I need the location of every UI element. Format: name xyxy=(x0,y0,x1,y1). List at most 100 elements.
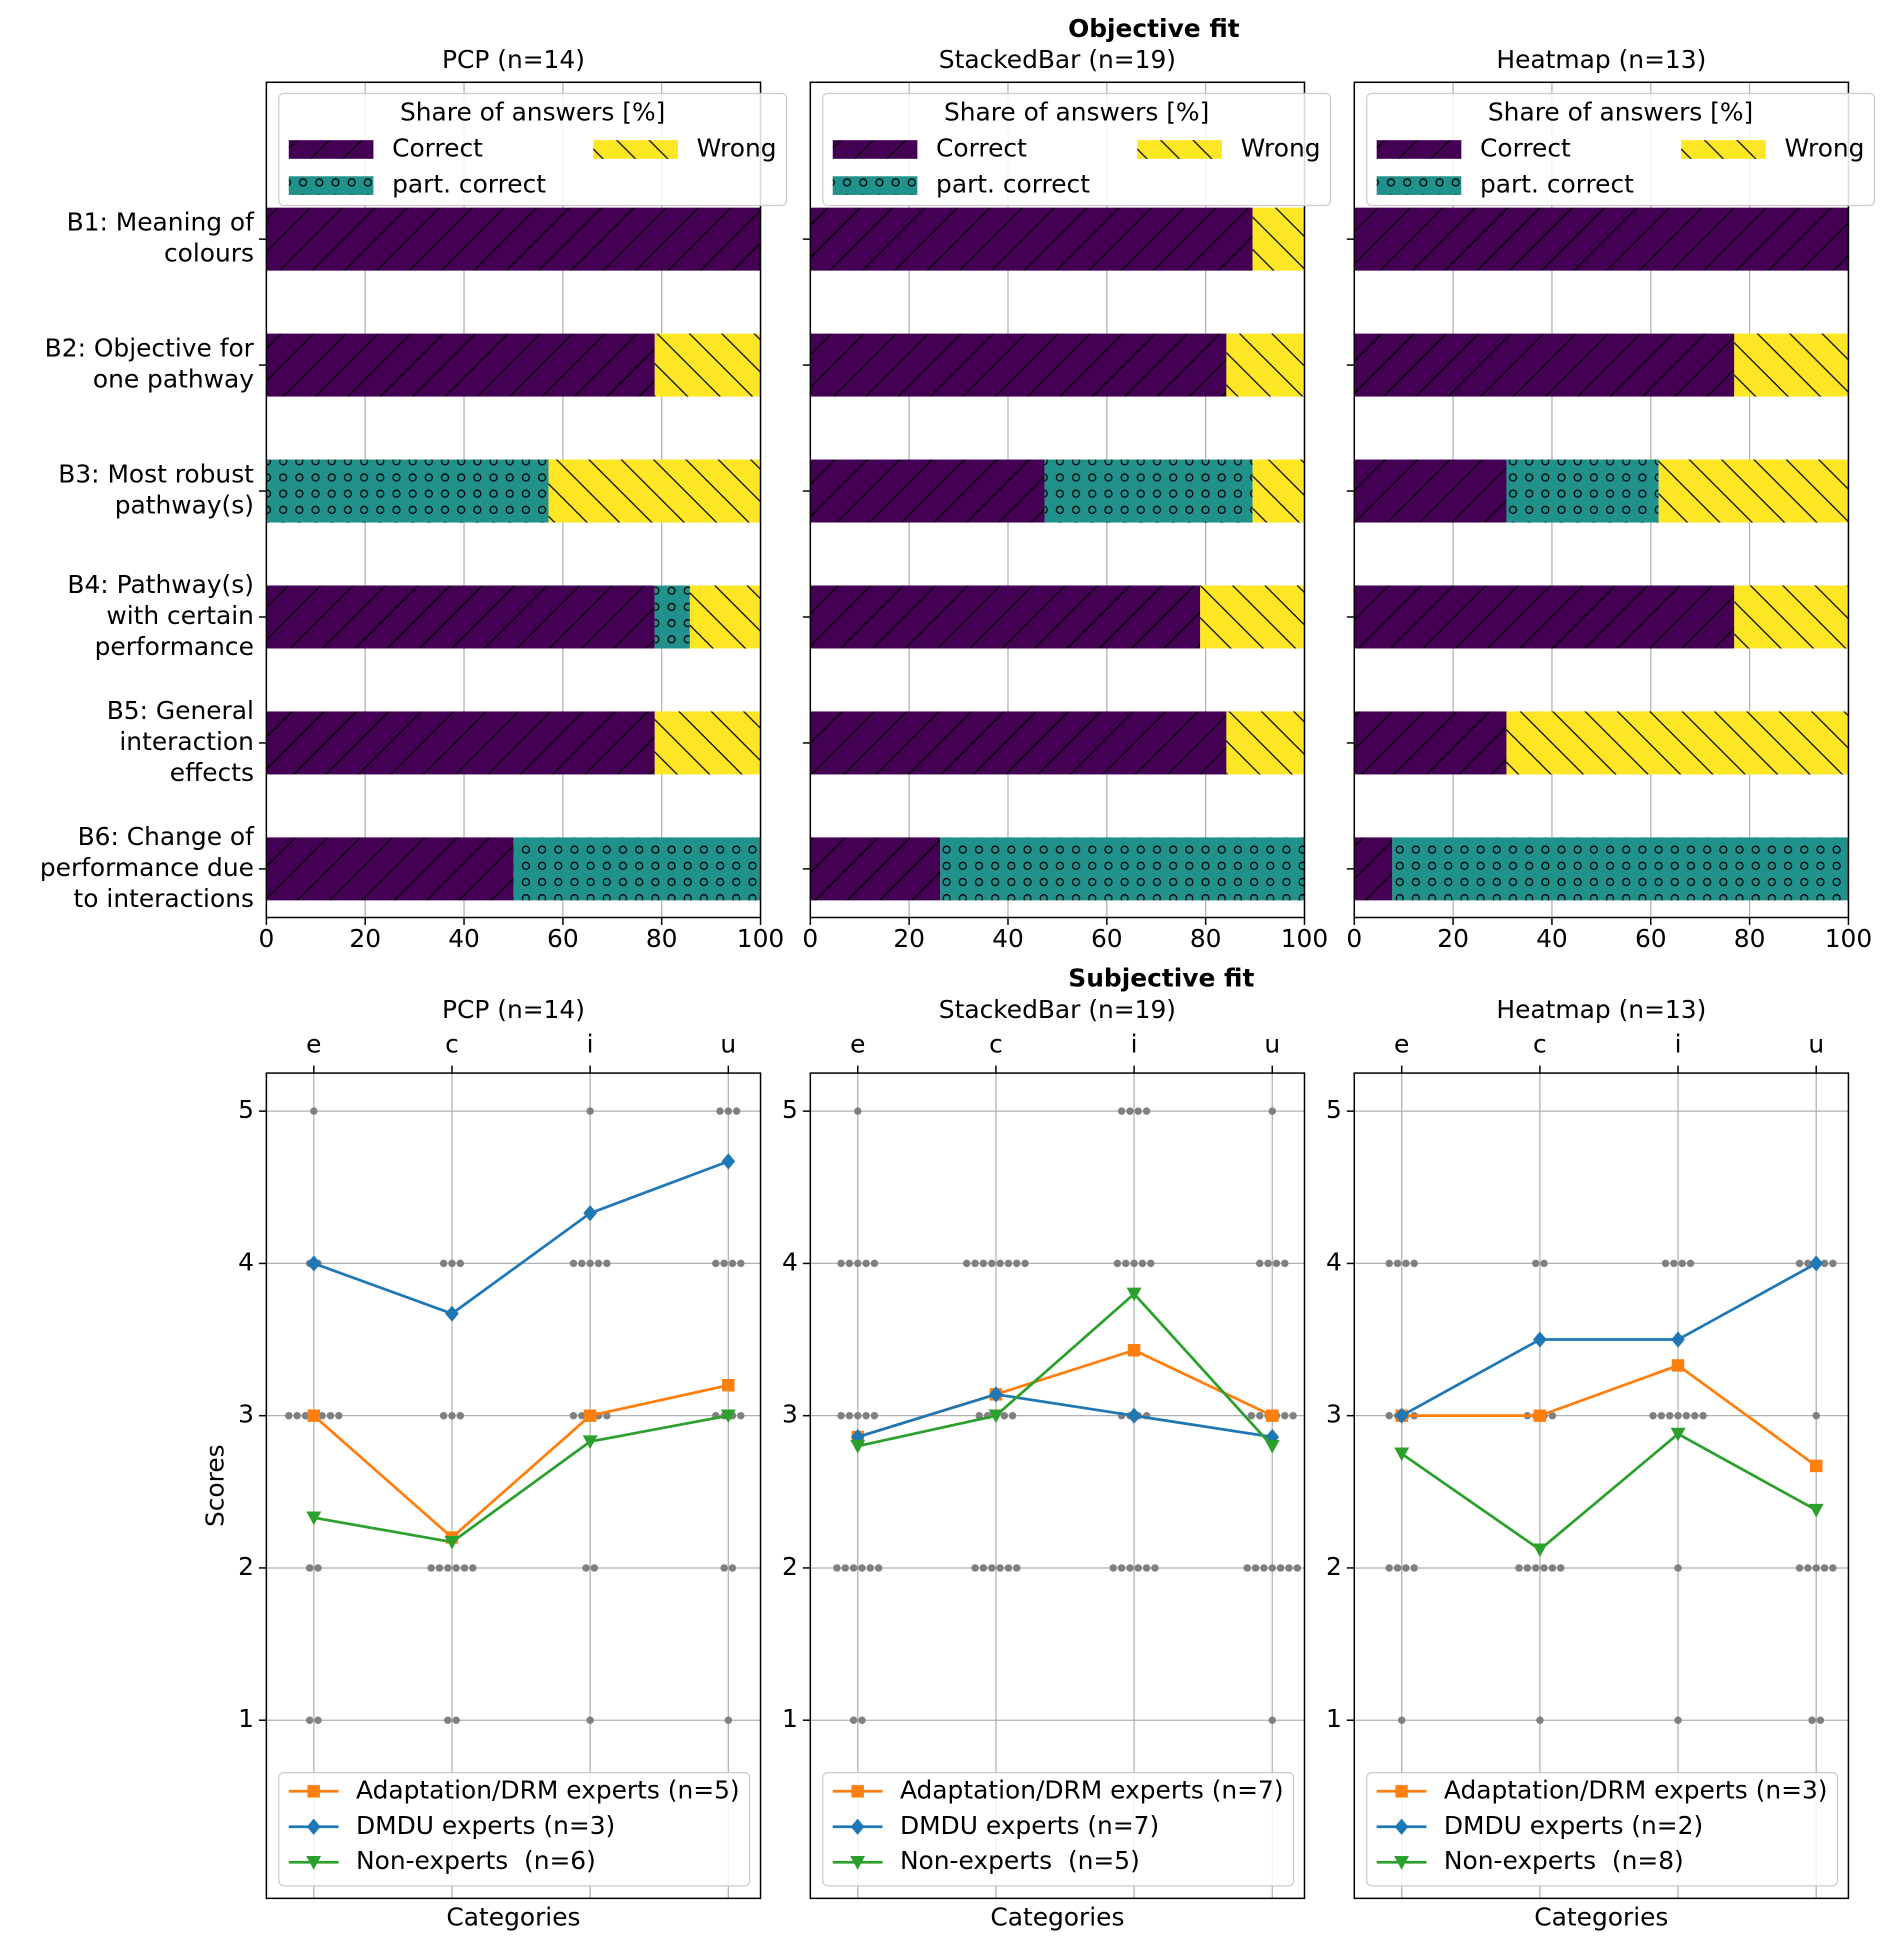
y-tick-label: B3: Most robust pathway(s) xyxy=(58,459,254,519)
response-dot xyxy=(728,1564,737,1572)
bar-segment xyxy=(266,207,761,271)
response-dots xyxy=(569,1259,611,1268)
response-dot xyxy=(1004,1259,1013,1268)
response-dots xyxy=(854,1107,862,1115)
y-tick-label: 5 xyxy=(238,1095,254,1124)
response-dot xyxy=(1126,1564,1134,1572)
response-dot xyxy=(1256,1411,1264,1420)
point-marker xyxy=(445,1305,459,1322)
response-dot xyxy=(586,1716,594,1724)
response-dot xyxy=(1117,1564,1126,1572)
legend-title: Share of answers [%] xyxy=(944,97,1209,126)
response-dot xyxy=(1804,1564,1812,1572)
response-dots xyxy=(310,1107,318,1115)
legend-label: Wrong xyxy=(1241,133,1321,162)
bar-segment xyxy=(1354,585,1735,649)
response-dot xyxy=(849,1716,858,1724)
response-dots xyxy=(1795,1564,1837,1572)
legend-frame xyxy=(278,1772,751,1887)
y-tick-label: B2: Objective for one pathway xyxy=(45,334,255,394)
response-dots xyxy=(837,1411,879,1420)
response-dot xyxy=(833,1564,841,1572)
response-dot xyxy=(1829,1259,1837,1268)
bar-segment xyxy=(266,459,549,523)
response-dot xyxy=(452,1716,460,1724)
response-dot xyxy=(1385,1259,1393,1268)
response-dots xyxy=(1674,1564,1682,1572)
legend-label: Adaptation/DRM experts (n=7) xyxy=(900,1775,1284,1804)
bar-segment xyxy=(1200,585,1305,649)
series-line xyxy=(1400,1432,1817,1552)
response-dot xyxy=(439,1259,448,1268)
bar-segment xyxy=(266,585,655,649)
response-dot xyxy=(1126,1107,1134,1115)
response-dots xyxy=(1812,1411,1820,1420)
response-dots xyxy=(586,1107,594,1115)
response-dot xyxy=(1256,1259,1264,1268)
x-tick-label: c xyxy=(445,1030,459,1059)
response-dots xyxy=(724,1716,733,1724)
x-tick-label: i xyxy=(1131,1030,1138,1059)
legend-swatch xyxy=(593,140,678,159)
response-dot xyxy=(1812,1564,1820,1572)
point-marker xyxy=(583,1205,597,1222)
point-marker xyxy=(582,1435,598,1450)
legend-title: Share of answers [%] xyxy=(1488,97,1753,126)
x-tick-label: c xyxy=(989,1030,1003,1059)
response-dots xyxy=(305,1564,322,1572)
x-tick-label: e xyxy=(1394,1030,1409,1059)
bar-segment xyxy=(1354,207,1849,271)
response-dot xyxy=(1657,1411,1666,1420)
response-dot xyxy=(1251,1564,1260,1572)
x-tick-label: 40 xyxy=(448,924,480,953)
response-dot xyxy=(1293,1564,1302,1572)
response-dot xyxy=(724,1716,733,1724)
response-dot xyxy=(1540,1259,1548,1268)
legend-swatch xyxy=(1137,140,1222,159)
bar-segment xyxy=(1252,207,1305,271)
response-dot xyxy=(1109,1564,1117,1572)
response-dot xyxy=(1795,1564,1804,1572)
response-dot xyxy=(737,1259,745,1268)
figure-title: Subjective fit xyxy=(1068,964,1254,993)
response-dot xyxy=(1393,1259,1402,1268)
response-dot xyxy=(1138,1259,1147,1268)
x-tick-label: 40 xyxy=(1536,924,1568,953)
figure-title: Objective fit xyxy=(1068,14,1240,43)
x-tick-label: u xyxy=(1808,1030,1824,1059)
legend-label: Non-experts (n=6) xyxy=(356,1846,596,1875)
axes-frame xyxy=(809,81,1306,919)
response-dot xyxy=(862,1259,870,1268)
response-dot xyxy=(1272,1259,1281,1268)
response-dot xyxy=(1531,1564,1540,1572)
response-dot xyxy=(1113,1259,1122,1268)
bar-segment xyxy=(1226,711,1305,775)
response-dots xyxy=(305,1716,322,1724)
response-dots xyxy=(1268,1107,1276,1115)
response-dot xyxy=(1682,1411,1691,1420)
legend-label: Correct xyxy=(936,133,1027,162)
response-dots xyxy=(833,1564,883,1572)
response-dot xyxy=(1804,1259,1812,1268)
response-dot xyxy=(1649,1411,1657,1420)
point-marker xyxy=(306,1255,321,1272)
response-dot xyxy=(724,1107,733,1115)
response-dot xyxy=(1816,1716,1825,1724)
response-dot xyxy=(1556,1564,1565,1572)
legend: Correct part. correct Wrong Share of answer… xyxy=(822,92,1332,207)
response-dot xyxy=(1130,1259,1138,1268)
legend-label: part. correct xyxy=(936,170,1090,199)
x-tick-label: 80 xyxy=(1190,924,1222,953)
response-dot xyxy=(1674,1564,1682,1572)
response-dot xyxy=(979,1564,988,1572)
response-dot xyxy=(1285,1564,1293,1572)
response-dot xyxy=(1548,1564,1557,1572)
response-dot xyxy=(1264,1259,1272,1268)
series-line xyxy=(857,1392,1273,1439)
response-dot xyxy=(293,1411,301,1420)
response-dot xyxy=(1289,1411,1297,1420)
response-dot xyxy=(1134,1107,1143,1115)
response-dot xyxy=(318,1411,326,1420)
bar-segment xyxy=(266,837,514,901)
